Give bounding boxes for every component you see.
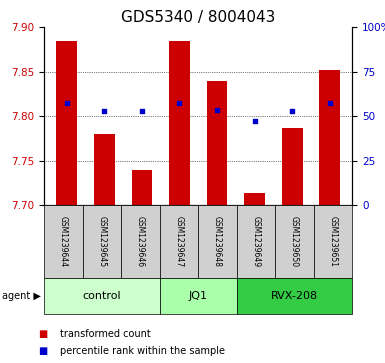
Text: GSM1239646: GSM1239646 xyxy=(136,216,145,267)
Bar xyxy=(244,193,265,205)
Text: GSM1239644: GSM1239644 xyxy=(59,216,68,267)
Text: GSM1239651: GSM1239651 xyxy=(328,216,338,267)
Bar xyxy=(320,70,340,205)
Text: agent ▶: agent ▶ xyxy=(2,291,41,301)
Point xyxy=(139,108,145,114)
Bar xyxy=(132,170,152,205)
Point xyxy=(64,100,70,106)
Text: GSM1239650: GSM1239650 xyxy=(290,216,299,267)
Bar xyxy=(207,81,228,205)
Point xyxy=(251,119,258,125)
Text: GSM1239648: GSM1239648 xyxy=(213,216,222,267)
Bar xyxy=(169,41,190,205)
Text: GSM1239647: GSM1239647 xyxy=(174,216,184,267)
Point xyxy=(326,100,333,106)
Bar xyxy=(57,41,77,205)
Point xyxy=(176,100,182,106)
Text: RVX-208: RVX-208 xyxy=(271,291,318,301)
Text: JQ1: JQ1 xyxy=(189,291,208,301)
Text: GSM1239645: GSM1239645 xyxy=(97,216,107,267)
Text: transformed count: transformed count xyxy=(60,329,151,339)
Text: ■: ■ xyxy=(38,329,48,339)
Point xyxy=(289,108,295,114)
Bar xyxy=(94,134,115,205)
Title: GDS5340 / 8004043: GDS5340 / 8004043 xyxy=(121,10,275,25)
Point xyxy=(101,108,107,114)
Bar xyxy=(282,128,303,205)
Text: ■: ■ xyxy=(38,346,48,356)
Text: GSM1239649: GSM1239649 xyxy=(251,216,261,267)
Text: percentile rank within the sample: percentile rank within the sample xyxy=(60,346,225,356)
Text: control: control xyxy=(83,291,121,301)
Point xyxy=(214,107,220,113)
